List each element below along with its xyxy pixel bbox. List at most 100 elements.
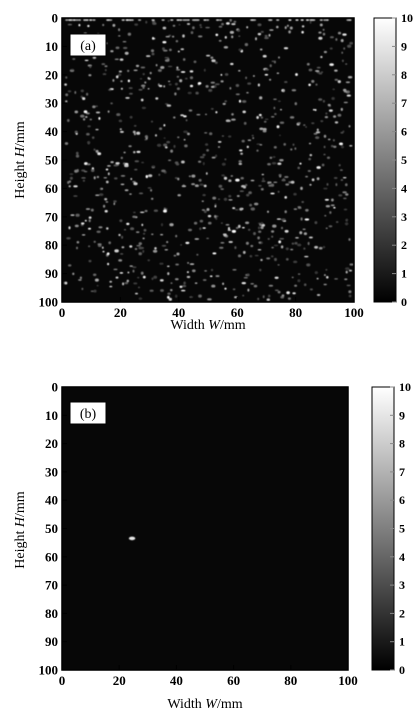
- speckle-point: [271, 60, 275, 63]
- speckle-point: [138, 252, 142, 256]
- speckle-point: [325, 19, 329, 21]
- speckle-point: [316, 166, 321, 169]
- speckle-point: [285, 247, 289, 251]
- speckle-point: [246, 273, 250, 276]
- speckle-point: [228, 195, 232, 198]
- speckle-point: [248, 191, 252, 195]
- speckle-point: [225, 223, 230, 226]
- speckle-point: [272, 156, 276, 158]
- speckle-point: [201, 209, 206, 211]
- speckle-point: [349, 145, 353, 147]
- speckle-point: [188, 109, 193, 112]
- speckle-point: [187, 261, 190, 264]
- speckle-point: [91, 136, 95, 139]
- speckle-point: [223, 45, 229, 49]
- speckle-point: [218, 184, 223, 188]
- speckle-point: [84, 219, 87, 222]
- speckle-point: [126, 279, 130, 283]
- speckle-point: [142, 86, 145, 89]
- speckle-point: [121, 19, 125, 21]
- x-tick-label: 100: [344, 305, 364, 320]
- speckle-point: [293, 260, 298, 264]
- speckle-point: [316, 66, 321, 69]
- speckle-point: [123, 228, 127, 231]
- speckle-point: [142, 249, 145, 253]
- speckle-point: [238, 162, 243, 165]
- speckle-point: [325, 112, 328, 115]
- speckle-point: [80, 224, 84, 227]
- speckle-point: [303, 124, 306, 126]
- speckle-point: [129, 115, 133, 119]
- speckle-point: [269, 29, 274, 31]
- speckle-point: [144, 135, 148, 139]
- speckle-point: [80, 89, 84, 93]
- speckle-point: [258, 184, 262, 187]
- speckle-point: [124, 189, 129, 192]
- x-tick-label: 80: [289, 305, 302, 320]
- speckle-point: [173, 116, 176, 119]
- speckle-point: [254, 254, 259, 257]
- speckle-point: [92, 105, 96, 109]
- speckle-point: [152, 249, 158, 253]
- speckle-point: [85, 208, 91, 210]
- speckle-point: [74, 224, 79, 228]
- speckle-point: [177, 136, 180, 139]
- speckle-point: [67, 23, 73, 26]
- speckle-point: [184, 77, 188, 80]
- speckle-point: [207, 298, 212, 301]
- speckle-point: [95, 105, 98, 108]
- speckle-point: [98, 226, 103, 229]
- speckle-point: [254, 202, 259, 206]
- speckle-point: [110, 102, 113, 105]
- speckle-point: [307, 241, 310, 246]
- colorbar-b-ticks: 0 1 2 3 4 5 6 7 8 9 10: [390, 380, 411, 677]
- speckle-point: [204, 270, 208, 272]
- speckle-point: [83, 170, 88, 173]
- speckle-point: [210, 81, 215, 84]
- speckle-point: [127, 32, 132, 36]
- speckle-point: [221, 162, 226, 166]
- speckle-point: [221, 174, 225, 177]
- speckle-point: [308, 142, 312, 145]
- speckle-point: [277, 162, 282, 165]
- colorbar-tick-label: 6: [399, 493, 405, 507]
- speckle-point: [158, 173, 161, 177]
- colorbar-a-ticks: 0 1 2 3 4 5 6 7 8 9 10: [392, 11, 413, 309]
- speckle-point: [139, 77, 143, 80]
- speckle-point: [181, 185, 187, 188]
- speckle-point: [194, 282, 198, 284]
- speckle-point: [342, 33, 347, 36]
- speckle-point: [314, 271, 318, 275]
- speckle-point: [92, 273, 97, 277]
- speckle-point: [157, 69, 162, 72]
- speckle-point: [161, 19, 165, 21]
- speckle-point: [184, 144, 188, 148]
- speckle-point: [132, 130, 136, 134]
- y-tick-label: 70: [45, 209, 58, 224]
- speckle-point: [115, 46, 120, 50]
- speckle-point: [329, 63, 334, 66]
- speckle-point: [141, 161, 145, 164]
- speckle-point: [287, 297, 291, 300]
- speckle-point: [259, 48, 263, 51]
- speckle-point: [173, 144, 176, 148]
- speckle-point: [281, 179, 286, 182]
- speckle-point: [219, 246, 224, 249]
- speckle-point: [180, 71, 186, 73]
- speckle-point: [271, 246, 274, 249]
- speckle-point: [316, 294, 321, 296]
- speckle-point: [179, 79, 183, 83]
- speckle-point: [325, 205, 331, 208]
- speckle-point: [83, 19, 87, 21]
- speckle-point: [223, 234, 228, 237]
- speckle-point: [250, 19, 254, 21]
- speckle-point: [168, 83, 172, 86]
- speckle-point: [239, 149, 243, 152]
- speckle-point: [72, 272, 75, 276]
- speckle-point: [348, 290, 352, 294]
- speckle-point: [129, 245, 133, 248]
- speckle-point: [153, 209, 159, 212]
- speckle-point: [269, 156, 273, 159]
- speckle-point: [280, 108, 282, 111]
- speckle-point: [150, 189, 153, 192]
